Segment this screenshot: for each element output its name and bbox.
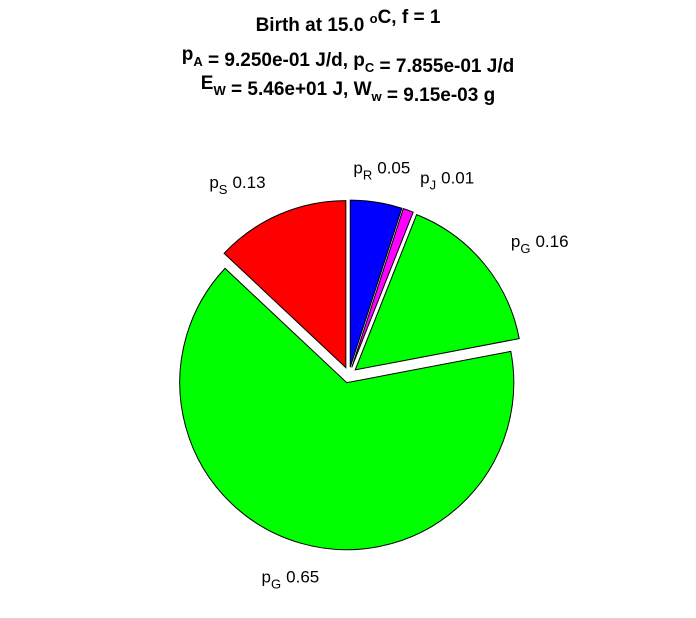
label-value: 0.05 — [377, 159, 410, 178]
title-sub: w — [371, 89, 383, 104]
slice-label: pG 0.16 — [511, 232, 569, 256]
label-symbol: p — [209, 173, 218, 192]
title-text: E — [201, 73, 214, 94]
title-text: Birth at 15.0 — [256, 15, 370, 36]
title-sub: A — [193, 54, 203, 69]
slice-label: pR 0.05 — [353, 159, 410, 183]
label-symbol: p — [353, 159, 362, 178]
title-line: pA = 9.250e-01 J/d, pC = 7.855e-01 J/d — [182, 44, 514, 77]
label-value: 0.01 — [441, 168, 474, 187]
label-symbol: p — [420, 168, 429, 187]
title-text: p — [182, 44, 194, 65]
label-sub: R — [363, 168, 372, 183]
pie-slice — [223, 200, 347, 369]
title-sub: W — [213, 83, 226, 98]
label-value: 0.13 — [232, 173, 265, 192]
slice-label: pS 0.13 — [209, 173, 265, 197]
title-text: = 7.855e-01 J/d — [374, 56, 514, 77]
title-text: = 9.250e-01 J/d, p — [203, 50, 365, 71]
title-text: = 9.15e-03 g — [382, 85, 496, 106]
label-sub: G — [271, 577, 281, 592]
label-symbol: p — [511, 232, 520, 251]
pie-slice — [351, 208, 414, 368]
label-value: 0.16 — [535, 232, 568, 251]
title-text: = 5.46e+01 J, W — [226, 79, 372, 100]
slice-label: pG 0.65 — [262, 568, 320, 592]
label-sub: G — [520, 241, 530, 256]
label-symbol: p — [262, 568, 271, 587]
title-line: Birth at 15.0 oC, f = 1 — [256, 7, 441, 36]
title-line: EW = 5.46e+01 J, Ww = 9.15e-03 g — [201, 73, 495, 106]
label-value: 0.65 — [286, 568, 319, 587]
title-sup: o — [370, 11, 378, 26]
pie-slice — [349, 199, 403, 368]
title-text: C, f = 1 — [378, 7, 441, 28]
pie-slice — [354, 213, 520, 371]
title-sub: C — [365, 60, 375, 75]
slice-label: pJ 0.01 — [420, 168, 474, 192]
pie-slice — [179, 267, 515, 551]
label-sub: J — [430, 177, 437, 192]
label-sub: S — [219, 182, 228, 197]
